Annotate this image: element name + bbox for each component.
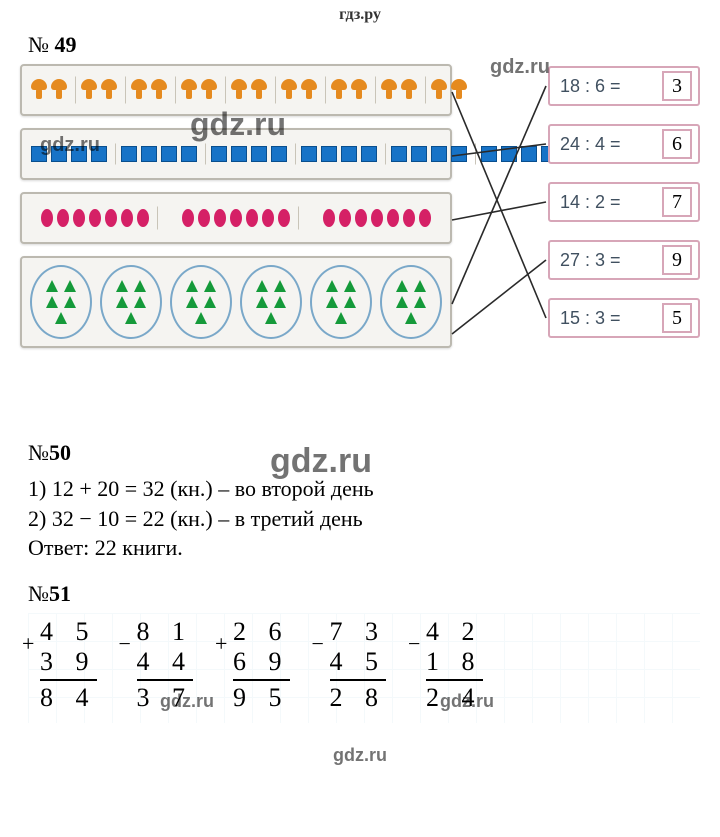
ex49-label: № 49 [0,30,720,64]
equation-box: 18 : 6 = 3 [548,66,700,106]
ex50-line2: 2) 32 − 10 = 22 (кн.) – в третий день [28,504,720,534]
ex50-line1: 1) 12 + 20 = 32 (кн.) – во второй день [28,474,720,504]
equation-box: 24 : 4 = 6 [548,124,700,164]
row-triangles [20,256,452,348]
equation-box: 14 : 2 = 7 [548,182,700,222]
op-bottom: 1 8 [426,647,483,677]
column-operation: −8 14 43 7 [137,617,194,713]
ex50-body: 1) 12 + 20 = 32 (кн.) – во второй день 2… [0,472,720,563]
equation-lhs: 24 : 4 = [560,134,654,155]
equation-lhs: 15 : 3 = [560,308,654,329]
op-result: 8 4 [40,679,97,713]
footer-watermark: gdz.ru [0,723,720,766]
row-ovals [20,192,452,244]
row-mushrooms [20,64,452,116]
ex50-num: 50 [49,440,71,465]
op-sign: − [408,631,420,657]
op-result: 9 5 [233,679,290,713]
ex49-figure: 18 : 6 = 3 24 : 4 = 6 14 : 2 = 7 27 : 3 = 9 15 :… [20,64,700,434]
column-operation: +4 53 98 4 [40,617,97,713]
op-bottom: 4 4 [137,647,194,677]
ex50-label: №50 [0,434,720,472]
ex49-num: 49 [55,32,77,57]
op-top: 4 5 [40,617,97,647]
column-operation: +2 66 99 5 [233,617,290,713]
ex51-num: 51 [49,581,71,606]
ex51-body: +4 53 98 4−8 14 43 7+2 66 99 5−7 34 52 8… [0,613,720,713]
equation-box: 15 : 3 = 5 [548,298,700,338]
ex50-answer: Ответ: 22 книги. [28,533,720,563]
ex51-prefix: № [28,581,49,606]
column-operation: −4 21 82 4 [426,617,483,713]
op-result: 2 4 [426,679,483,713]
site-header: гдз.ру [0,0,720,30]
equation-answer: 9 [662,245,692,275]
equation-answer: 5 [662,303,692,333]
op-sign: − [312,631,324,657]
op-top: 4 2 [426,617,483,647]
op-bottom: 3 9 [40,647,97,677]
column-operation: −7 34 52 8 [330,617,387,713]
equation-column: 18 : 6 = 3 24 : 4 = 6 14 : 2 = 7 27 : 3 = 9 15 :… [548,66,700,338]
op-top: 7 3 [330,617,387,647]
op-top: 8 1 [137,617,194,647]
op-sign: + [22,631,34,657]
op-sign: + [215,631,227,657]
equation-answer: 3 [662,71,692,101]
shape-rows [20,64,452,360]
equation-answer: 6 [662,129,692,159]
ex50-prefix: № [28,440,49,465]
op-bottom: 6 9 [233,647,290,677]
op-top: 2 6 [233,617,290,647]
op-bottom: 4 5 [330,647,387,677]
op-sign: − [119,631,131,657]
equation-lhs: 14 : 2 = [560,192,654,213]
row-squares [20,128,452,180]
op-result: 3 7 [137,679,194,713]
ex49-prefix: № [28,32,55,57]
equation-lhs: 18 : 6 = [560,76,654,97]
ex51-label: №51 [0,563,720,613]
equation-lhs: 27 : 3 = [560,250,654,271]
op-result: 2 8 [330,679,387,713]
equation-box: 27 : 3 = 9 [548,240,700,280]
equation-answer: 7 [662,187,692,217]
